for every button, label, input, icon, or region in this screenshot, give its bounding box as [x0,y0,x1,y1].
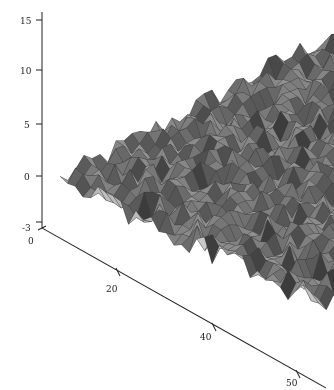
z-tick-label: 15 [20,17,32,27]
base-axis-line [37,225,47,231]
x-tick-mark [211,322,217,332]
x-tick-mark [115,267,121,277]
surface-mesh [59,33,334,311]
x-tick-label: 50 [286,379,298,389]
surface-facet [310,292,327,310]
x-tick-label: 20 [106,285,118,295]
surface-facet [328,238,334,242]
z-tick-label: 10 [20,67,32,77]
surface-facet [329,222,334,233]
z-tick-label: 5 [24,121,30,131]
axes: -3 0 5 10 15 0 20 40 50 [20,12,327,389]
z-tick-label: 0 [24,173,30,183]
surface-facet [331,200,334,208]
x-tick-label: 0 [28,237,34,247]
z-tick-label: -3 [22,224,31,234]
surface-facet [330,210,334,215]
x-axis-line [41,227,327,389]
x-tick-mark [295,369,301,379]
x-tick-label: 40 [200,333,212,343]
